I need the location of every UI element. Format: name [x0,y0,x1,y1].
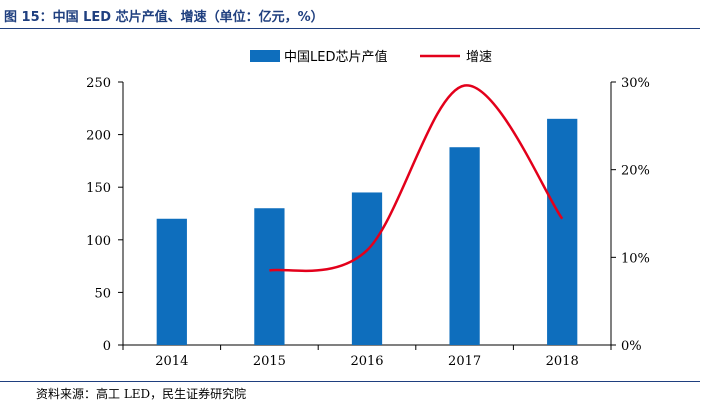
y-left-tick-label: 100 [86,234,111,249]
bar-2015 [254,208,285,345]
source-note: 资料来源：高工 LED，民生证券研究院 [36,387,247,401]
legend-bar-label: 中国LED芯片产值 [284,49,387,65]
chart-line [269,84,564,273]
y-left-tick-label: 0 [103,339,111,354]
bar-2017 [449,147,480,345]
x-tick-label: 2016 [350,354,383,369]
y-left-tick-label: 150 [86,181,111,196]
x-tick-label: 2018 [546,354,579,369]
chart-legend: 中国LED芯片产值 增速 [250,49,492,65]
chart-bars [156,118,578,345]
y-left-tick-label: 50 [94,286,111,301]
bar-2018 [547,118,578,345]
legend-bar-swatch [250,50,280,62]
figure-title: 图 15：中国 LED 芯片产值、增速（单位：亿元，%） [4,10,324,25]
y-right-tick-label: 0% [621,339,642,354]
y-right-tick-label: 30% [621,76,650,91]
x-tick-label: 2015 [253,354,286,369]
x-tick-label: 2017 [448,354,481,369]
chart: 0 50 100 150 200 250 0% 10% 20% 30% 2014 2015 2016 20… [86,49,650,369]
y-right-tick-label: 20% [621,164,650,179]
y-right-tick-label: 10% [621,251,650,266]
x-tick-label: 2014 [155,354,188,369]
title-rule [0,28,700,29]
bar-2014 [156,218,187,345]
y-left-tick-label: 250 [86,76,111,91]
growth-line [269,84,564,273]
legend-line-label: 增速 [466,50,492,65]
footer-rule [0,381,700,382]
y-left-tick-label: 200 [86,129,111,144]
chart-axes: 0 50 100 150 200 250 0% 10% 20% 30% 2014 2015 2016 20… [86,76,650,369]
bar-2016 [351,192,383,345]
